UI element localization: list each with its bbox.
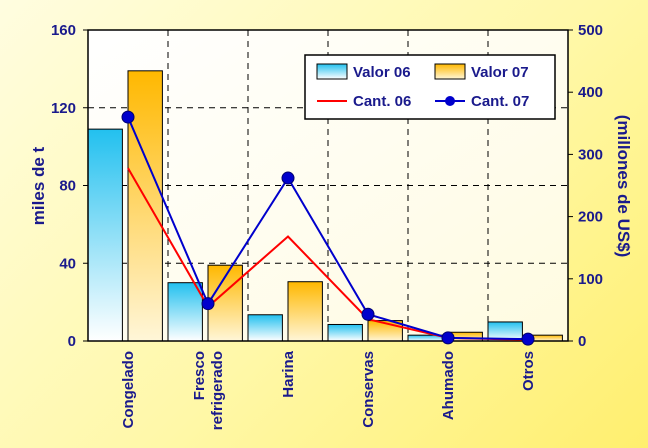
tick-label-left-1: 40	[59, 255, 76, 272]
point-1-3	[361, 307, 375, 321]
legend-swatch-valor-07	[434, 63, 466, 80]
bar-0-0	[87, 128, 123, 342]
point-1-2	[281, 171, 295, 185]
category-label-3: Conservas	[360, 351, 377, 428]
category-label-1-1: refrigerado	[209, 351, 226, 430]
tick-label-left-4: 160	[51, 22, 76, 39]
bar-1-2	[287, 281, 323, 342]
tick-label-right-4: 400	[578, 84, 603, 101]
point-1-0	[121, 110, 135, 124]
bar-1-0	[127, 70, 163, 342]
y-axis-left-title: miles de t	[29, 146, 48, 225]
category-label-1-0: Fresco	[191, 351, 208, 400]
tick-label-right-3: 300	[578, 146, 603, 163]
category-label-4: Ahumado	[440, 351, 457, 420]
point-1-1	[201, 297, 215, 311]
point-1-4	[441, 331, 455, 345]
tick-label-right-1: 100	[578, 271, 603, 288]
bar-0-3	[327, 323, 363, 342]
legend-label-bar-0: Valor 06	[353, 64, 411, 81]
legend-label-bar-1: Valor 07	[471, 64, 529, 81]
tick-label-right-0: 0	[578, 333, 586, 350]
legend-label-line-1: Cant. 07	[471, 93, 529, 110]
y-axis-right-title: (millones de US$)	[614, 115, 633, 258]
legend-swatch-valor-06	[316, 63, 348, 80]
tick-label-left-0: 0	[68, 333, 76, 350]
series-line-1	[127, 116, 529, 341]
category-label-5: Otros	[520, 351, 537, 391]
tick-label-right-5: 500	[578, 22, 603, 39]
tick-label-left-2: 80	[59, 178, 76, 195]
tick-label-left-3: 120	[51, 100, 76, 117]
legend-label-line-0: Cant. 06	[353, 93, 411, 110]
bar-0-2	[247, 314, 283, 342]
bar-0-1	[167, 282, 203, 342]
tick-label-right-2: 200	[578, 209, 603, 226]
category-label-0: Congelado	[120, 351, 137, 429]
category-label-2: Harina	[280, 350, 297, 397]
point-1-5	[521, 332, 535, 346]
legend-marker-1	[445, 96, 455, 106]
